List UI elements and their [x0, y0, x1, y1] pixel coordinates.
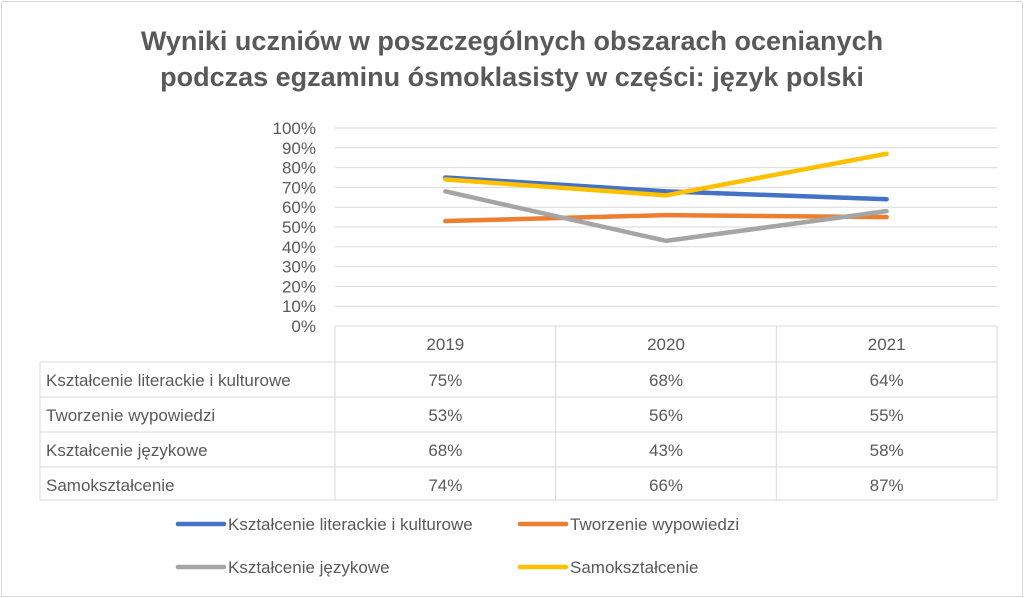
- series-line: [443, 212, 889, 224]
- table-cell-value: 58%: [870, 441, 904, 460]
- series-line: [443, 189, 889, 244]
- table-cell-value: 74%: [428, 476, 462, 495]
- table-cell-value: 43%: [649, 441, 683, 460]
- table-row-label: Kształcenie językowe: [46, 441, 208, 460]
- table-cell-value: 68%: [428, 441, 462, 460]
- table-cell-value: 53%: [428, 406, 462, 425]
- table-cell-value: 55%: [870, 406, 904, 425]
- y-tick-label: 70%: [282, 178, 316, 197]
- y-tick-label: 10%: [282, 297, 316, 316]
- y-tick-label: 90%: [282, 139, 316, 158]
- x-category-label: 2019: [426, 335, 464, 354]
- legend-label: Tworzenie wypowiedzi: [570, 515, 739, 534]
- legend-label: Kształcenie literackie i kulturowe: [228, 515, 473, 534]
- series-line: [443, 151, 889, 198]
- y-tick-label: 20%: [282, 277, 316, 296]
- series-line: [443, 175, 889, 202]
- chart-title-line-2: podczas egzaminu ósmoklasisty w części: …: [160, 62, 864, 92]
- table-cell-value: 56%: [649, 406, 683, 425]
- y-tick-label: 0%: [291, 317, 316, 336]
- table-cell-value: 66%: [649, 476, 683, 495]
- table-row-label: Samokształcenie: [46, 476, 175, 495]
- table-cell-value: 68%: [649, 371, 683, 390]
- table-row-label: Kształcenie literackie i kulturowe: [46, 371, 291, 390]
- table-cell-value: 75%: [428, 371, 462, 390]
- y-tick-label: 80%: [282, 159, 316, 178]
- y-tick-label: 60%: [282, 198, 316, 217]
- y-tick-label: 40%: [282, 238, 316, 257]
- table-row-label: Tworzenie wypowiedzi: [46, 406, 215, 425]
- table-cell-value: 87%: [870, 476, 904, 495]
- x-category-label: 2021: [868, 335, 906, 354]
- y-tick-label: 30%: [282, 258, 316, 277]
- y-tick-label: 50%: [282, 218, 316, 237]
- legend-label: Kształcenie językowe: [228, 558, 390, 577]
- chart-title-line-1: Wyniki uczniów w poszczególnych obszarac…: [140, 26, 884, 56]
- legend-label: Samokształcenie: [570, 558, 699, 577]
- table-cell-value: 64%: [870, 371, 904, 390]
- x-category-label: 2020: [647, 335, 685, 354]
- y-tick-label: 100%: [273, 119, 316, 138]
